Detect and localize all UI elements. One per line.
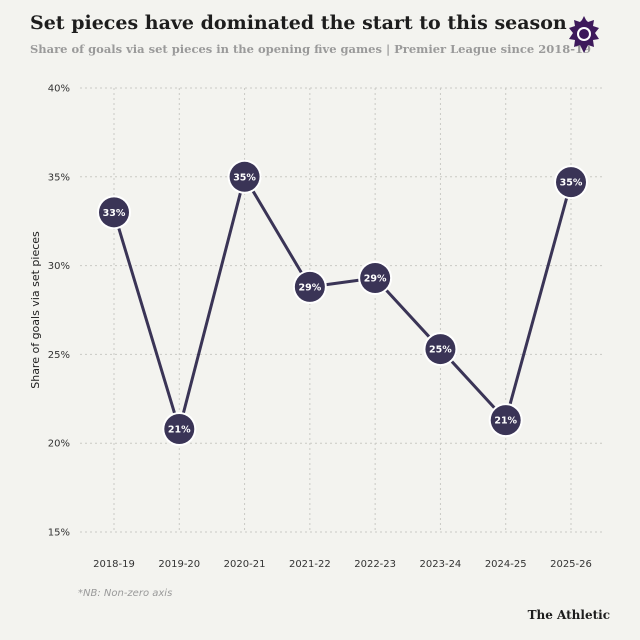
x-tick-label: 2024-25 <box>485 559 527 570</box>
data-label: 35% <box>560 178 583 189</box>
y-tick-label: 30% <box>48 261 70 272</box>
x-tick-label: 2023-24 <box>420 559 462 570</box>
x-tick-label: 2025-26 <box>550 559 592 570</box>
y-tick-label: 25% <box>48 350 70 361</box>
y-tick-label: 40% <box>48 84 70 95</box>
data-label: 33% <box>103 208 126 219</box>
y-tick-label: 35% <box>48 172 70 183</box>
data-point <box>425 334 456 365</box>
premier-league-lion-icon <box>569 16 599 53</box>
y-axis-label: Share of goals via set pieces <box>29 231 42 389</box>
x-tick-label: 2022-23 <box>354 559 396 570</box>
data-point <box>490 405 521 436</box>
data-point <box>164 413 195 444</box>
data-point <box>229 161 260 192</box>
data-label: 25% <box>429 345 452 356</box>
data-point <box>360 263 391 294</box>
data-point <box>556 167 586 198</box>
y-tick-label: 15% <box>48 528 70 539</box>
chart-subtitle: Share of goals via set pieces in the ope… <box>30 42 591 56</box>
data-point <box>99 197 129 228</box>
brand-logo: The Athletic <box>527 608 610 622</box>
x-tick-label: 2021-22 <box>289 559 331 570</box>
footnote: *NB: Non-zero axis <box>78 588 173 599</box>
x-tick-label: 2018-19 <box>93 559 135 570</box>
data-label: 35% <box>233 172 256 183</box>
data-label: 21% <box>494 416 517 427</box>
series-line <box>112 175 573 431</box>
x-tick-label: 2020-21 <box>224 559 266 570</box>
data-point <box>294 271 325 302</box>
chart-title: Set pieces have dominated the start to t… <box>30 12 567 34</box>
y-tick-label: 20% <box>48 439 70 450</box>
data-label: 29% <box>298 282 321 293</box>
data-label: 21% <box>168 424 191 435</box>
data-label: 29% <box>364 274 387 285</box>
x-tick-label: 2019-20 <box>158 559 200 570</box>
